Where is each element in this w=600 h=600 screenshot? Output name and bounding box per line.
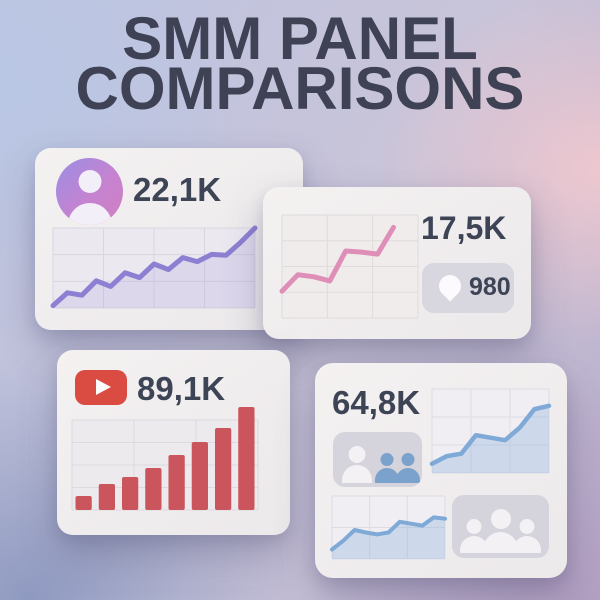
youtube-value: 89,1K bbox=[137, 370, 226, 407]
person-icon bbox=[483, 509, 518, 553]
location-count: 980 bbox=[469, 273, 511, 301]
person-icon bbox=[342, 446, 372, 483]
youtube-views-chart bbox=[71, 407, 259, 511]
person-icon bbox=[396, 453, 420, 483]
followers-trend-chart bbox=[50, 225, 258, 309]
audience-card: 64,8K bbox=[315, 363, 567, 578]
avatar-body bbox=[67, 203, 112, 225]
play-triangle-icon bbox=[96, 379, 111, 395]
location-badge: 980 bbox=[422, 263, 514, 313]
person-icon bbox=[375, 453, 399, 483]
youtube-card: 89,1K bbox=[57, 350, 290, 535]
followers-value: 22,1K bbox=[133, 171, 222, 208]
location-pin-icon bbox=[434, 270, 466, 302]
youtube-play-icon bbox=[75, 370, 127, 405]
avatar-head bbox=[78, 170, 101, 193]
audience-trend-main-chart bbox=[429, 388, 552, 474]
followers-card: 22,1K bbox=[35, 148, 303, 330]
audience-value: 64,8K bbox=[332, 384, 421, 421]
engagement-value: 17,5K bbox=[421, 210, 507, 246]
audience-trend-secondary-chart bbox=[330, 495, 447, 560]
person-icon bbox=[513, 519, 541, 553]
page-title: SMM PANEL COMPARISONS bbox=[0, 5, 600, 122]
title-line-1: SMM PANEL bbox=[122, 5, 478, 72]
people-group-icon-2 bbox=[452, 495, 549, 558]
title-line-2: COMPARISONS bbox=[75, 55, 525, 122]
user-avatar-icon bbox=[56, 158, 123, 225]
person-icon bbox=[460, 519, 488, 553]
engagement-card: 17,5K 980 bbox=[263, 187, 531, 339]
engagement-trend-chart bbox=[279, 214, 419, 319]
people-group-icon bbox=[333, 432, 422, 487]
